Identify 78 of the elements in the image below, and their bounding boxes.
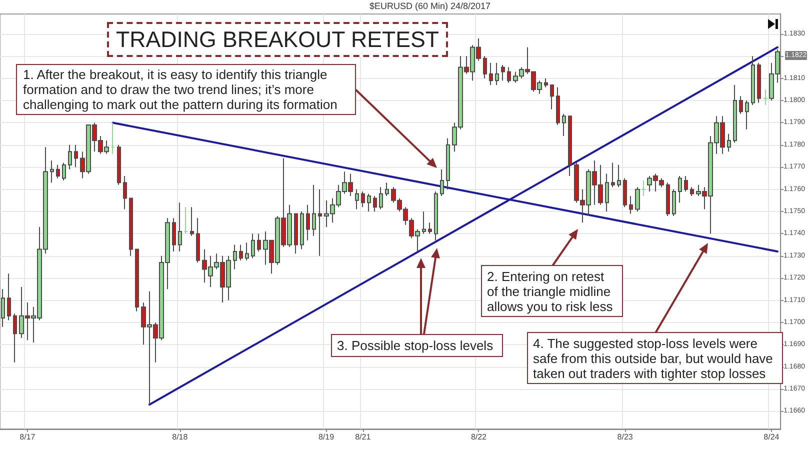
candlestick	[50, 160, 54, 184]
candlestick	[68, 144, 72, 170]
candlestick	[7, 273, 11, 321]
annotation: 4. The suggested stop-loss levels were safe from this outside bar, but would have taken out traders with tighter stop losses	[533, 336, 774, 380]
candlestick	[501, 64, 505, 82]
candlestick	[629, 195, 633, 214]
annotation: 3. Possible stop-loss levels	[337, 338, 494, 353]
candlestick	[678, 176, 682, 204]
candlestick	[190, 206, 194, 236]
candlestick	[739, 96, 743, 114]
candlestick	[556, 86, 560, 126]
candlestick	[245, 242, 249, 261]
candlestick	[605, 173, 609, 212]
candlestick	[62, 162, 66, 181]
candlestick	[111, 122, 115, 154]
candlestick	[690, 186, 694, 196]
candlestick	[355, 188, 359, 210]
candlestick	[385, 182, 389, 196]
candlestick	[117, 144, 121, 186]
candlestick	[623, 178, 627, 208]
candlestick	[135, 248, 139, 312]
candlestick	[172, 218, 176, 252]
candlestick	[367, 193, 371, 212]
candlestick	[129, 198, 133, 256]
candlestick	[733, 84, 737, 144]
x-tick-label: 8/18	[172, 432, 188, 442]
candlestick	[422, 211, 426, 234]
candlestick	[233, 244, 237, 270]
candlestick	[684, 176, 688, 192]
candlestick	[751, 56, 755, 106]
x-tick-label: 8/23	[617, 432, 634, 442]
candlestick	[568, 116, 572, 177]
candlestick	[56, 164, 60, 179]
candlestick	[294, 213, 298, 254]
x-tick-label: 8/24	[764, 432, 780, 442]
candlestick	[257, 233, 261, 252]
candlestick	[428, 222, 432, 234]
candlestick	[507, 66, 511, 84]
candlestick	[361, 191, 365, 208]
candlestick	[745, 100, 749, 130]
candlestick	[483, 56, 487, 79]
candlestick	[611, 162, 615, 188]
candlestick	[379, 186, 383, 210]
candlestick	[727, 133, 731, 152]
candlestick	[757, 62, 761, 104]
candlestick	[446, 138, 450, 190]
candlestick	[440, 168, 444, 196]
candlestick	[318, 188, 322, 256]
candlestick	[489, 62, 493, 86]
candlestick	[373, 195, 377, 212]
candlestick	[196, 218, 200, 264]
candlestick	[239, 244, 243, 261]
chart-subtitle: $EURUSD (60 Min) 24/8/2017	[368, 0, 492, 12]
candlestick	[178, 202, 182, 252]
candlestick	[544, 78, 548, 88]
candlestick	[74, 144, 78, 168]
candlestick	[550, 84, 554, 110]
candlestick	[434, 191, 438, 241]
candlestick	[617, 164, 621, 188]
candlestick	[1, 288, 5, 328]
candlestick	[666, 182, 670, 216]
candlestick	[300, 211, 304, 250]
candlestick	[13, 313, 17, 363]
candlestick	[184, 206, 188, 234]
candlestick	[562, 113, 566, 137]
candlestick	[672, 188, 676, 216]
candlestick	[306, 204, 310, 241]
annotation: 2. Entering on retest of the triangle midline allows you to risk less	[487, 268, 614, 314]
annotation: 1. After the breakout, it is easy to identify this triangle formation and to draw the two trend lines; it’s more challenging to mark out the pattern during its formation	[23, 67, 338, 112]
x-tick-label: 8/21	[355, 432, 372, 442]
x-tick-label: 8/17	[20, 432, 36, 442]
candlestick	[495, 62, 499, 86]
candlestick	[312, 184, 316, 236]
x-tick-label: 8/19	[318, 432, 335, 442]
text: TRADING BREAKOUT RETEST	[116, 26, 439, 52]
x-tick-label: 8/22	[470, 432, 488, 442]
candlestick	[123, 176, 127, 210]
candlestick	[251, 233, 255, 259]
